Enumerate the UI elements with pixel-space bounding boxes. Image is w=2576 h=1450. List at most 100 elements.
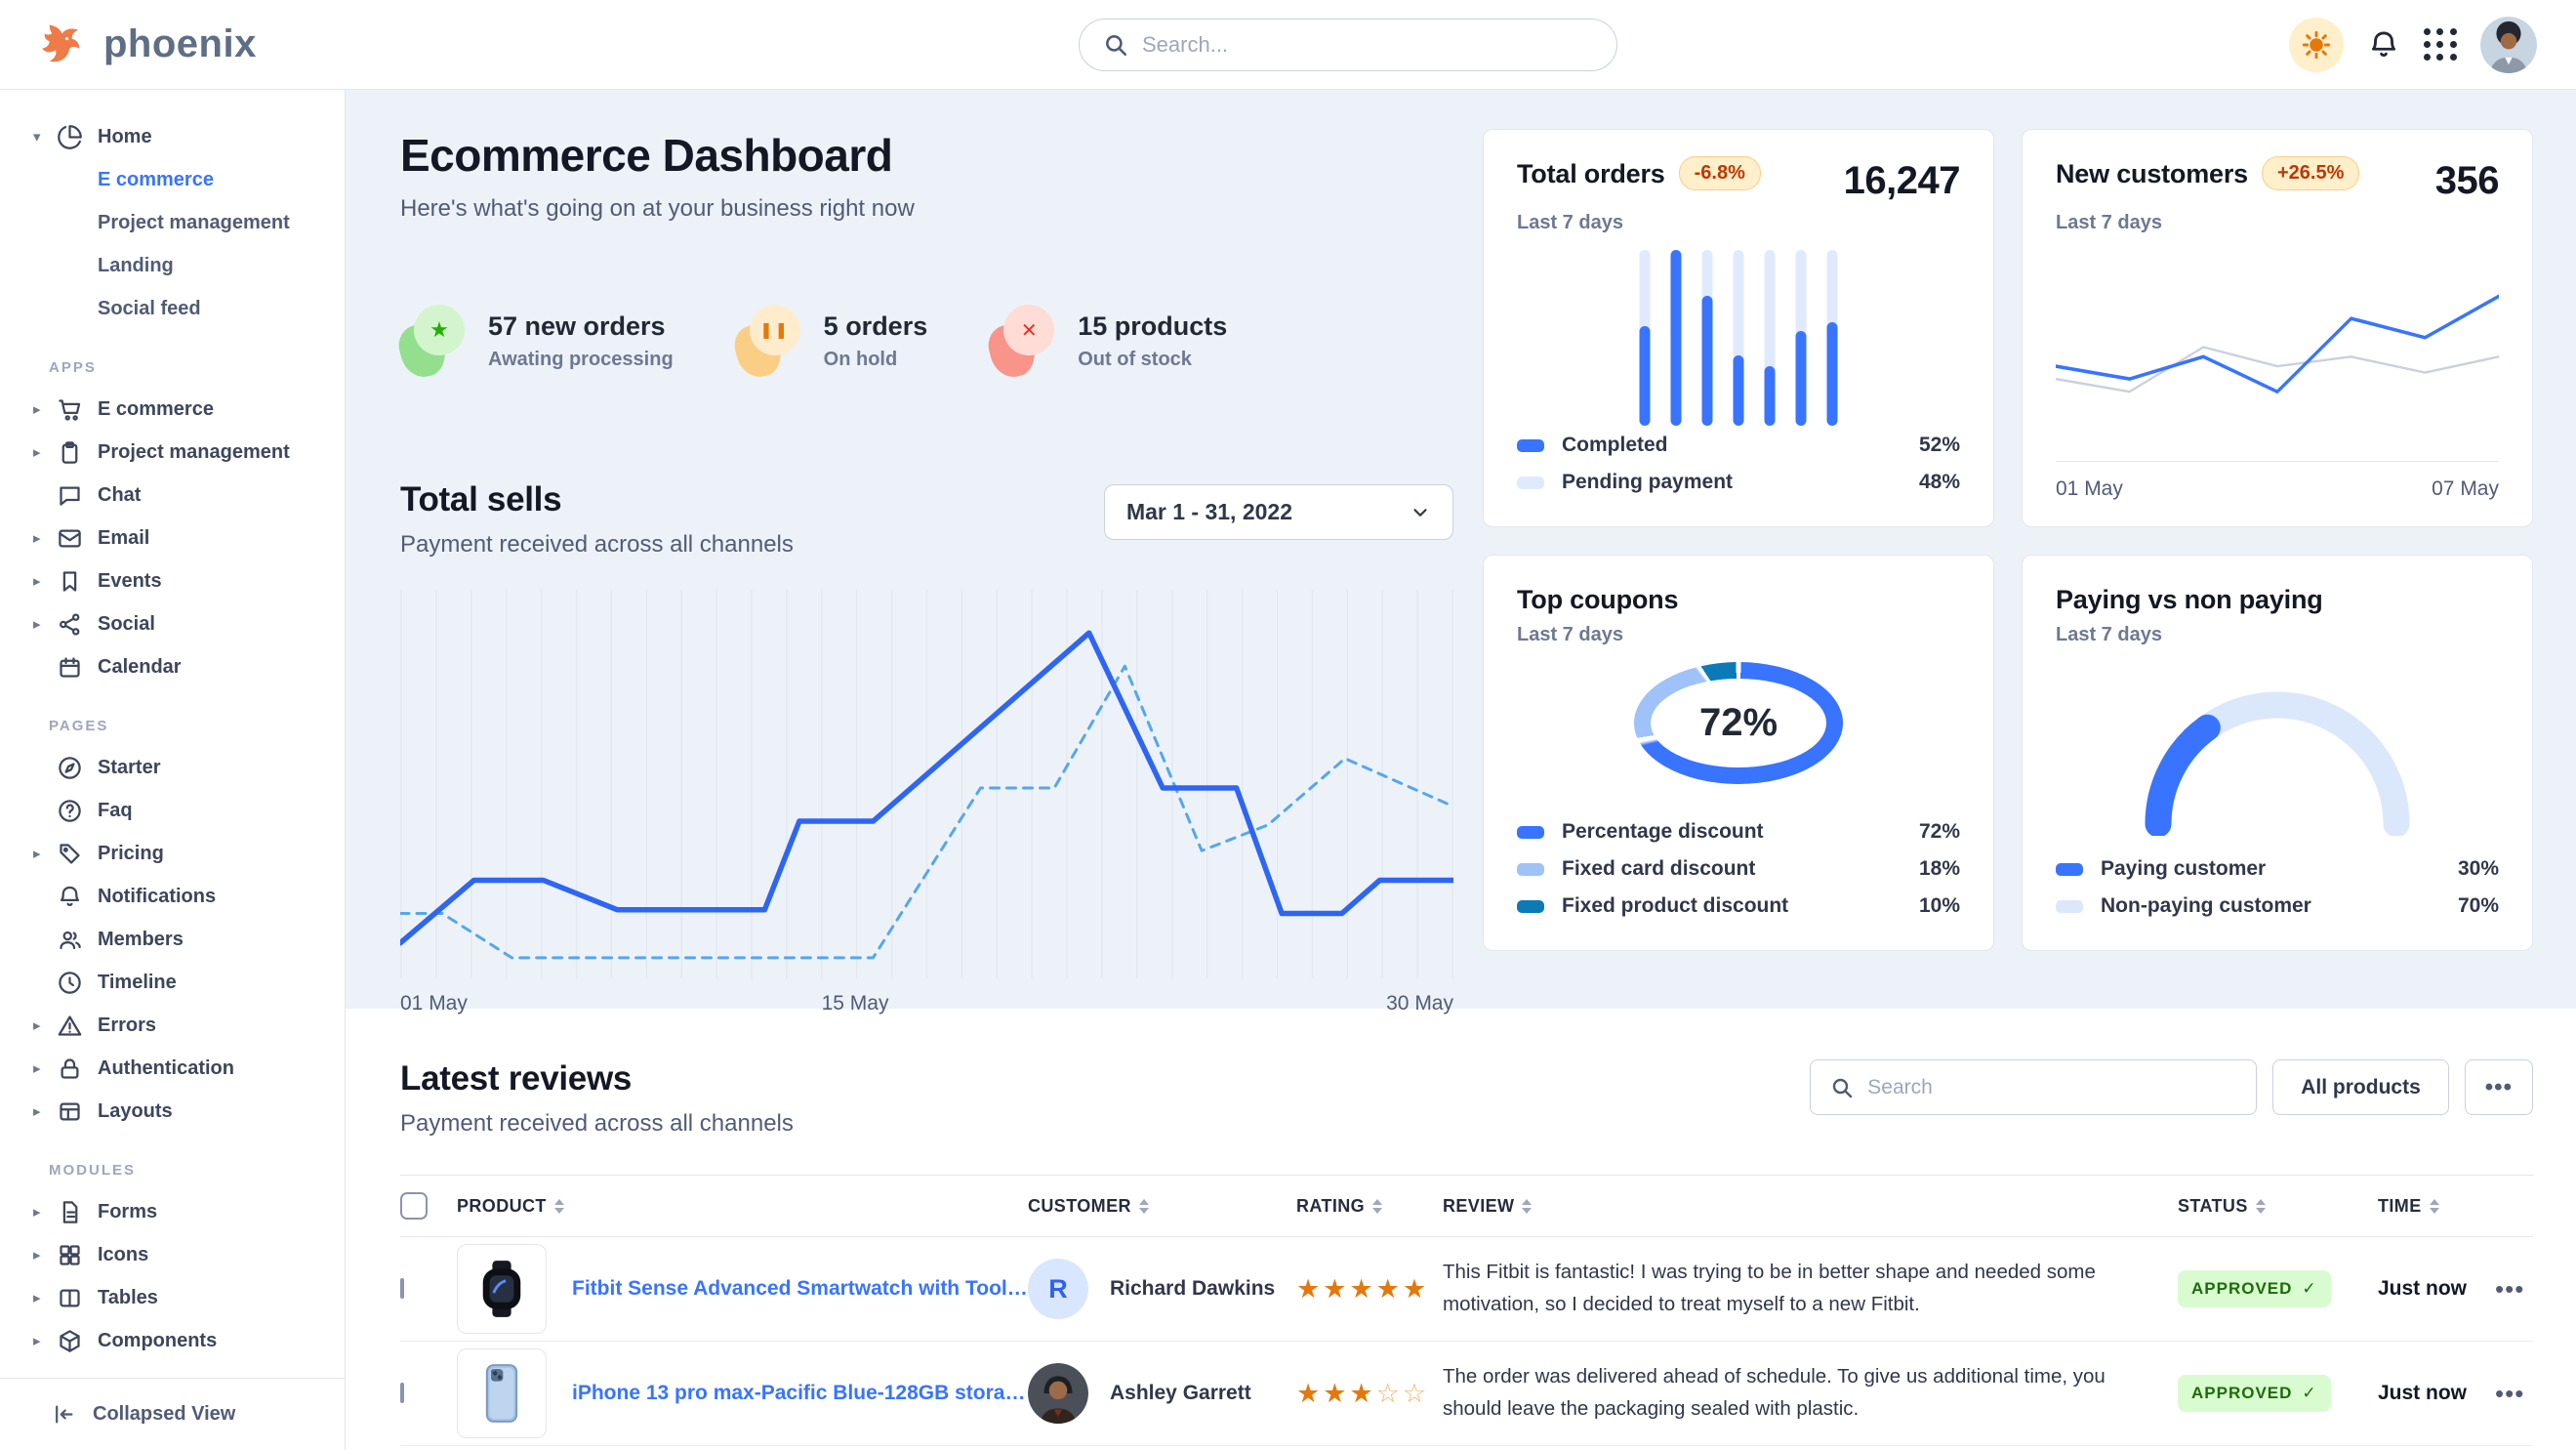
sidebar-item-social[interactable]: ▸ Social <box>0 602 345 645</box>
sidebar-item-calendar[interactable]: Calendar <box>0 645 345 688</box>
new-customers-line-chart <box>2054 268 2501 427</box>
reviews-search[interactable] <box>1810 1059 2258 1115</box>
lock-icon <box>57 1056 83 1082</box>
apps-menu-button[interactable] <box>2424 28 2457 61</box>
order-bar <box>1701 250 1713 427</box>
check-icon: ✓ <box>2302 1384 2317 1402</box>
paying-gauge-chart <box>2056 680 2499 836</box>
sidebar-item-label: Icons <box>98 1243 149 1265</box>
row-checkbox[interactable] <box>400 1383 404 1403</box>
sidebar-item-forms[interactable]: ▸ Forms <box>0 1190 345 1233</box>
column-header-product[interactable]: PRODUCT <box>457 1196 1028 1217</box>
sidebar-section-label: MODULES <box>49 1162 136 1179</box>
sidebar-item-e-commerce[interactable]: ▸ E commerce <box>0 388 345 431</box>
status-badge: APPROVED ✓ <box>2178 1270 2331 1307</box>
sidebar-item-chat[interactable]: Chat <box>0 474 345 517</box>
sidebar-item-email[interactable]: ▸ Email <box>0 517 345 559</box>
legend-row: Fixed product discount 10% <box>1517 888 1960 925</box>
chevron-right-icon: ▸ <box>33 530 41 547</box>
column-header-customer[interactable]: CUSTOMER <box>1028 1196 1296 1217</box>
sidebar-item-events[interactable]: ▸ Events <box>0 559 345 602</box>
page-title: Ecommerce Dashboard <box>400 130 893 181</box>
paying-vs-nonpaying-card: Paying vs non paying Last 7 days Paying … <box>2022 555 2533 951</box>
sidebar-item-label: Tables <box>98 1286 158 1308</box>
column-header-time[interactable]: TIME <box>2378 1196 2495 1217</box>
sun-icon <box>2302 30 2331 59</box>
card-period: Last 7 days <box>2056 212 2162 233</box>
sidebar-item-components[interactable]: ▸ Components <box>0 1319 345 1362</box>
product-link[interactable]: iPhone 13 pro max-Pacific Blue-128GB sto… <box>572 1382 1028 1404</box>
legend-swatch <box>1517 438 1544 452</box>
product-link[interactable]: Fitbit Sense Advanced Smartwatch with To… <box>572 1277 1028 1300</box>
legend-row: Non-paying customer 70% <box>2056 888 2499 925</box>
stat-value: 15 products <box>1078 311 1228 341</box>
sort-icon <box>2429 1198 2439 1214</box>
chevron-right-icon: ▸ <box>33 1103 41 1120</box>
sidebar-item-timeline[interactable]: Timeline <box>0 961 345 1004</box>
brand-logo[interactable]: phoenix <box>39 22 345 67</box>
main-content: Ecommerce Dashboard Here's what's going … <box>346 90 2576 1450</box>
column-header-status[interactable]: STATUS <box>2178 1196 2378 1217</box>
sidebar-item-faq[interactable]: Faq <box>0 789 345 832</box>
stat-label: Awating processing <box>488 348 674 370</box>
chevron-right-icon: ▸ <box>33 616 41 633</box>
reviews-search-input[interactable] <box>1867 1075 2237 1099</box>
row-actions-button[interactable]: ••• <box>2495 1378 2525 1408</box>
row-checkbox[interactable] <box>400 1278 404 1299</box>
question-circle-icon <box>57 798 83 824</box>
sidebar-subitem-e-commerce[interactable]: E commerce <box>0 158 345 201</box>
notifications-button[interactable] <box>2367 28 2400 62</box>
sidebar-item-starter[interactable]: Starter <box>0 746 345 789</box>
order-bar <box>1733 250 1744 427</box>
row-actions-button[interactable]: ••• <box>2495 1273 2525 1304</box>
more-options-button[interactable]: ••• <box>2464 1059 2533 1115</box>
sidebar-subitem-social-feed[interactable]: Social feed <box>0 287 345 330</box>
legend-value: 72% <box>1918 820 1960 843</box>
table-icon <box>57 1285 83 1311</box>
x-tick: 30 May <box>1386 992 1453 1015</box>
collapse-view-toggle[interactable]: Collapsed View <box>0 1378 345 1450</box>
x-tick: 01 May <box>400 992 468 1015</box>
sidebar-item-home[interactable]: ▾ Home <box>0 115 345 158</box>
date-range-select[interactable]: Mar 1 - 31, 2022 <box>1103 484 1453 540</box>
sidebar-item-notifications[interactable]: Notifications <box>0 875 345 918</box>
stat-value: 57 new orders <box>488 311 666 341</box>
select-all-checkbox[interactable] <box>400 1192 428 1220</box>
sidebar-subitem-project-management[interactable]: Project management <box>0 201 345 244</box>
global-search-input[interactable] <box>1142 31 1593 58</box>
table-header-row: PRODUCT CUSTOMER RATING REVIEW STATUS TIME <box>400 1175 2533 1237</box>
legend-row: Completed 52% <box>1517 427 1960 464</box>
chevron-down-icon: ▾ <box>33 129 41 145</box>
sidebar-item-members[interactable]: Members <box>0 918 345 961</box>
column-header-rating[interactable]: RATING <box>1296 1196 1443 1217</box>
sidebar-item-pricing[interactable]: ▸ Pricing <box>0 832 345 875</box>
sidebar-item-project-management[interactable]: ▸ Project management <box>0 431 345 474</box>
legend-value: 48% <box>1918 471 1960 493</box>
sidebar-item-label: Faq <box>98 799 133 821</box>
sort-icon <box>553 1198 564 1214</box>
sidebar-item-authentication[interactable]: ▸ Authentication <box>0 1047 345 1090</box>
sidebar-item-tables[interactable]: ▸ Tables <box>0 1276 345 1319</box>
review-table-row: iPhone 13 pro max-Pacific Blue-128GB sto… <box>400 1342 2533 1446</box>
legend-swatch <box>1517 476 1544 489</box>
apps-grid-icon <box>2424 28 2457 61</box>
column-header-review[interactable]: REVIEW <box>1443 1196 2178 1217</box>
total-sells-x-axis: 01 May 15 May 30 May <box>400 992 1453 1021</box>
chevron-right-icon: ▸ <box>33 1017 41 1034</box>
legend-row: Paying customer 30% <box>2056 850 2499 888</box>
profile-avatar[interactable] <box>2480 16 2537 73</box>
warning-triangle-icon <box>57 1013 83 1039</box>
theme-toggle-button[interactable] <box>2289 17 2344 72</box>
sidebar-item-label: E commerce <box>98 397 214 420</box>
page-subtitle: Here's what's going on at your business … <box>400 195 915 222</box>
review-time: Just now <box>2378 1382 2468 1404</box>
legend-value: 18% <box>1918 857 1960 880</box>
sidebar-subitem-landing[interactable]: Landing <box>0 244 345 287</box>
sidebar-item-icons[interactable]: ▸ Icons <box>0 1233 345 1276</box>
global-search[interactable] <box>1079 18 1617 71</box>
new-customers-x-axis: 01 May 07 May <box>2056 461 2499 501</box>
sidebar-item-errors[interactable]: ▸ Errors <box>0 1004 345 1047</box>
all-products-button[interactable]: All products <box>2272 1059 2449 1115</box>
sidebar-item-layouts[interactable]: ▸ Layouts <box>0 1090 345 1133</box>
legend-row: Pending payment 48% <box>1517 464 1960 501</box>
